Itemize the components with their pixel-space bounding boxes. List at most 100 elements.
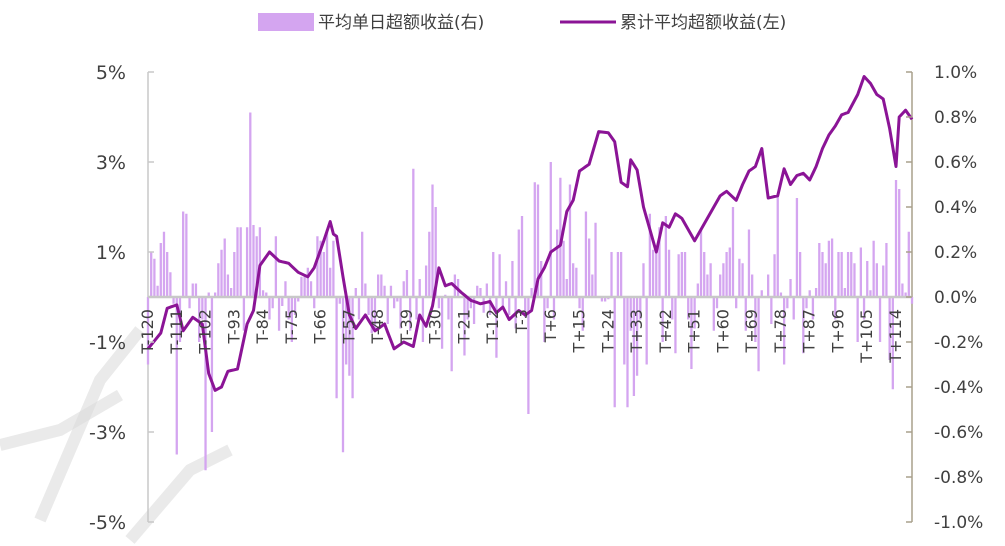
bar bbox=[696, 283, 699, 297]
bar bbox=[533, 182, 536, 297]
bar bbox=[156, 285, 159, 297]
bar bbox=[424, 265, 428, 297]
bar bbox=[575, 267, 578, 297]
bar bbox=[488, 297, 492, 315]
x-tick-label: T+78 bbox=[771, 309, 790, 354]
bar bbox=[619, 252, 623, 297]
bar bbox=[651, 249, 655, 297]
bar bbox=[345, 297, 348, 365]
left-tick-label: 1% bbox=[96, 242, 126, 264]
bar bbox=[805, 297, 808, 309]
bar bbox=[757, 297, 760, 372]
bar bbox=[715, 297, 719, 309]
bar bbox=[261, 290, 265, 297]
bar bbox=[818, 243, 821, 297]
bar bbox=[808, 290, 811, 297]
bar bbox=[297, 297, 300, 302]
right-tick-label: -0.4% bbox=[934, 378, 983, 398]
bar bbox=[389, 285, 393, 297]
bar bbox=[229, 288, 233, 297]
bar bbox=[907, 231, 910, 297]
x-tick-label: T-120 bbox=[138, 309, 157, 355]
x-tick-label: T-57 bbox=[339, 309, 358, 344]
x-tick-label: T-84 bbox=[253, 309, 272, 344]
bar bbox=[293, 297, 297, 315]
bar bbox=[562, 240, 565, 297]
bar bbox=[827, 240, 831, 297]
bar bbox=[402, 281, 405, 297]
bar bbox=[635, 297, 639, 376]
left-tick-label: 5% bbox=[96, 62, 126, 84]
bar bbox=[882, 265, 885, 297]
x-tick-label: T-66 bbox=[311, 309, 330, 344]
bar bbox=[431, 184, 434, 297]
bar bbox=[671, 297, 674, 320]
bar bbox=[354, 288, 357, 297]
bar bbox=[543, 297, 546, 342]
bar bbox=[616, 252, 620, 297]
x-tick-label: T+42 bbox=[656, 309, 675, 354]
x-tick-label: T+24 bbox=[598, 309, 617, 354]
bar bbox=[348, 297, 351, 376]
bar bbox=[399, 297, 402, 329]
bar bbox=[853, 263, 856, 297]
bar bbox=[162, 231, 166, 297]
bar bbox=[300, 276, 303, 297]
bar bbox=[383, 285, 386, 297]
bar bbox=[530, 288, 533, 297]
bar bbox=[770, 297, 773, 324]
bar bbox=[709, 263, 712, 297]
right-tick-label: -0.2% bbox=[934, 333, 983, 353]
bar bbox=[450, 297, 453, 372]
x-tick-label: T-102 bbox=[196, 309, 215, 355]
bar bbox=[728, 247, 731, 297]
bar bbox=[335, 297, 338, 399]
x-tick-label: T-39 bbox=[397, 309, 416, 344]
bar bbox=[821, 252, 824, 297]
bar bbox=[191, 283, 194, 297]
bar bbox=[492, 252, 495, 297]
bar bbox=[252, 225, 255, 297]
bar bbox=[274, 236, 278, 297]
right-tick-label: -0.8% bbox=[934, 468, 983, 488]
x-tick-label: T+60 bbox=[713, 309, 732, 354]
bar bbox=[735, 297, 738, 309]
bar bbox=[440, 297, 444, 349]
bar bbox=[776, 193, 779, 297]
bar bbox=[581, 297, 584, 331]
bar bbox=[891, 297, 894, 390]
bar bbox=[677, 254, 680, 297]
right-axis-ticks: 1.0% 0.8% 0.6% 0.4% 0.2% 0.0% -0.2% -0.4% -0.6% -… bbox=[906, 63, 983, 533]
bar bbox=[683, 252, 687, 297]
bar bbox=[856, 297, 859, 342]
bar bbox=[712, 297, 715, 331]
bar bbox=[290, 297, 293, 342]
bar bbox=[351, 297, 354, 399]
bar bbox=[789, 279, 792, 297]
bar bbox=[524, 297, 527, 318]
x-tick-label: T-21 bbox=[454, 309, 473, 344]
bar bbox=[361, 231, 364, 297]
bar bbox=[527, 297, 530, 414]
left-tick-label: -3% bbox=[89, 422, 126, 444]
bar bbox=[341, 297, 345, 453]
x-tick-label: T+51 bbox=[685, 309, 704, 354]
bar bbox=[498, 254, 501, 297]
bar bbox=[201, 297, 204, 320]
bar bbox=[834, 297, 837, 320]
bar bbox=[862, 297, 866, 320]
bar bbox=[380, 274, 383, 297]
bar bbox=[370, 297, 373, 333]
x-tick-label: T+87 bbox=[800, 309, 819, 354]
left-tick-label: -1% bbox=[89, 332, 126, 354]
bar bbox=[600, 297, 604, 302]
x-tick-label: T-75 bbox=[282, 309, 301, 344]
bar bbox=[255, 236, 258, 297]
bar bbox=[840, 252, 843, 297]
x-tick-label: T-12 bbox=[483, 309, 502, 344]
bar bbox=[786, 297, 789, 309]
left-axis-ticks: 5% 3% 1% -1% -3% -5% bbox=[89, 62, 154, 534]
x-tick-label: T+96 bbox=[828, 309, 847, 354]
line-series bbox=[146, 75, 914, 392]
